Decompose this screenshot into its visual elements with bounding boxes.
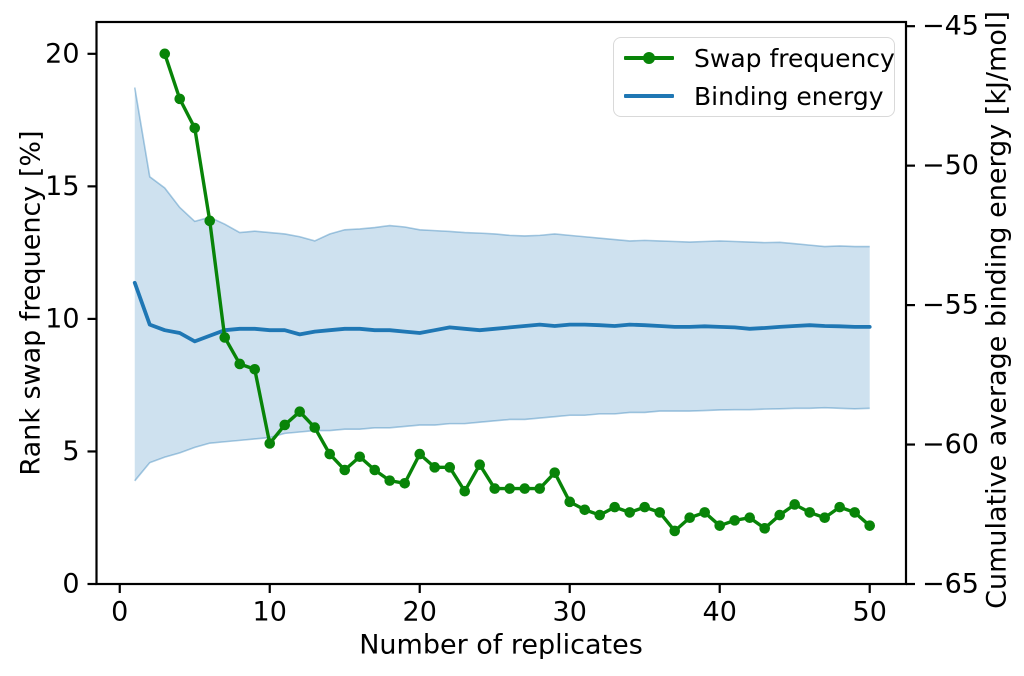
y-tick-label-left: 20 xyxy=(45,38,79,69)
y-tick-label-right: −45 xyxy=(922,11,979,42)
swap-frequency-data-point xyxy=(324,448,336,460)
swap-frequency-data-point xyxy=(474,459,486,471)
swap-frequency-data-point xyxy=(339,464,351,476)
x-tick-label: 0 xyxy=(111,597,128,628)
swap-frequency-data-point xyxy=(429,462,441,473)
x-tick-label: 50 xyxy=(853,597,887,628)
swap-frequency-data-point xyxy=(384,475,396,486)
confidence-band-upper-edge xyxy=(133,87,870,248)
x-axis-label: Number of replicates xyxy=(359,629,643,661)
swap-frequency-data-point xyxy=(279,419,291,431)
swap-frequency-data-point xyxy=(684,512,696,524)
swap-frequency-data-point xyxy=(294,406,306,417)
swap-frequency-data-point xyxy=(459,485,471,497)
binding-energy-line-swatch xyxy=(624,94,674,98)
swap-frequency-data-point xyxy=(249,363,261,375)
swap-frequency-data-point xyxy=(864,520,876,531)
swap-frequency-data-point xyxy=(714,520,726,531)
y-tick-label-right: −60 xyxy=(922,429,979,460)
swap-frequency-data-point xyxy=(774,509,786,521)
binding-energy-line xyxy=(132,280,872,344)
swap-frequency-data-point xyxy=(549,467,561,478)
swap-frequency-data-point xyxy=(849,507,861,518)
swap-frequency-data-point xyxy=(354,451,366,463)
y-tick-label-right: −50 xyxy=(922,150,979,181)
y-tick-label-right: −65 xyxy=(922,569,979,600)
confidence-band xyxy=(134,87,870,481)
swap-frequency-line-swatch xyxy=(624,52,674,64)
swap-frequency-data-point xyxy=(414,448,426,460)
y-tick-label-left: 0 xyxy=(62,569,79,600)
axes-spines xyxy=(95,20,908,586)
swap-frequency-data-point xyxy=(834,501,846,513)
swap-frequency-data-point xyxy=(204,215,216,227)
swap-frequency-data-point xyxy=(519,483,531,494)
swap-frequency-data-point xyxy=(804,507,816,518)
legend: Swap frequency Binding energy xyxy=(613,37,895,117)
y-axis-label-left: Rank swap frequency [%] xyxy=(15,130,47,476)
y-tick-label-left: 10 xyxy=(45,303,79,334)
x-tick-label: 30 xyxy=(553,597,587,628)
x-tick-label: 10 xyxy=(253,597,287,628)
swap-frequency-data-point xyxy=(639,501,651,513)
swap-frequency-data-point xyxy=(399,477,411,489)
swap-frequency-data-point xyxy=(669,525,681,537)
x-tick-label: 40 xyxy=(703,597,737,628)
swap-frequency-data-point xyxy=(654,507,666,518)
swap-frequency-data-point xyxy=(729,515,741,526)
swap-frequency-data-point xyxy=(564,496,576,508)
swap-frequency-data-point xyxy=(489,483,501,494)
legend-label-binding-energy: Binding energy xyxy=(694,81,884,111)
swap-frequency-data-point xyxy=(534,483,546,494)
swap-frequency-data-point xyxy=(744,512,756,524)
legend-label-swap-frequency: Swap frequency xyxy=(694,43,895,73)
confidence-band-lower-edge xyxy=(134,406,870,482)
y-tick-label-left: 5 xyxy=(62,436,79,467)
swap-frequency-data-point xyxy=(309,422,321,433)
swap-frequency-data-point xyxy=(219,332,231,343)
swap-frequency-data-point xyxy=(699,507,711,518)
swap-frequency-data-point xyxy=(624,507,636,518)
swap-frequency-data-point xyxy=(819,512,831,524)
x-tick-label: 20 xyxy=(403,597,437,628)
swap-frequency-data-point xyxy=(159,48,171,60)
y-axis-label-right: Cumulative average binding energy [kJ/mo… xyxy=(981,11,1013,609)
swap-frequency-data-point xyxy=(189,122,201,134)
swap-frequency-data-point xyxy=(789,499,801,510)
swap-frequency-data-point xyxy=(504,483,516,494)
swap-frequency-data-point xyxy=(369,464,381,476)
swap-frequency-data-point xyxy=(594,509,606,521)
swap-frequency-data-point xyxy=(444,462,456,473)
legend-item-binding-energy: Binding energy xyxy=(624,77,894,115)
swap-frequency-data-point xyxy=(609,501,621,513)
swap-frequency-data-point xyxy=(579,504,591,516)
legend-item-swap-frequency: Swap frequency xyxy=(624,39,895,77)
swap-frequency-marker-icon xyxy=(643,52,655,64)
y-tick-label-right: −55 xyxy=(922,290,979,321)
swap-frequency-data-point xyxy=(264,438,276,449)
swap-frequency-data-point xyxy=(234,358,246,370)
swap-frequency-data-point xyxy=(759,523,771,534)
y-tick-label-left: 15 xyxy=(45,171,79,202)
swap-frequency-data-point xyxy=(174,93,186,105)
